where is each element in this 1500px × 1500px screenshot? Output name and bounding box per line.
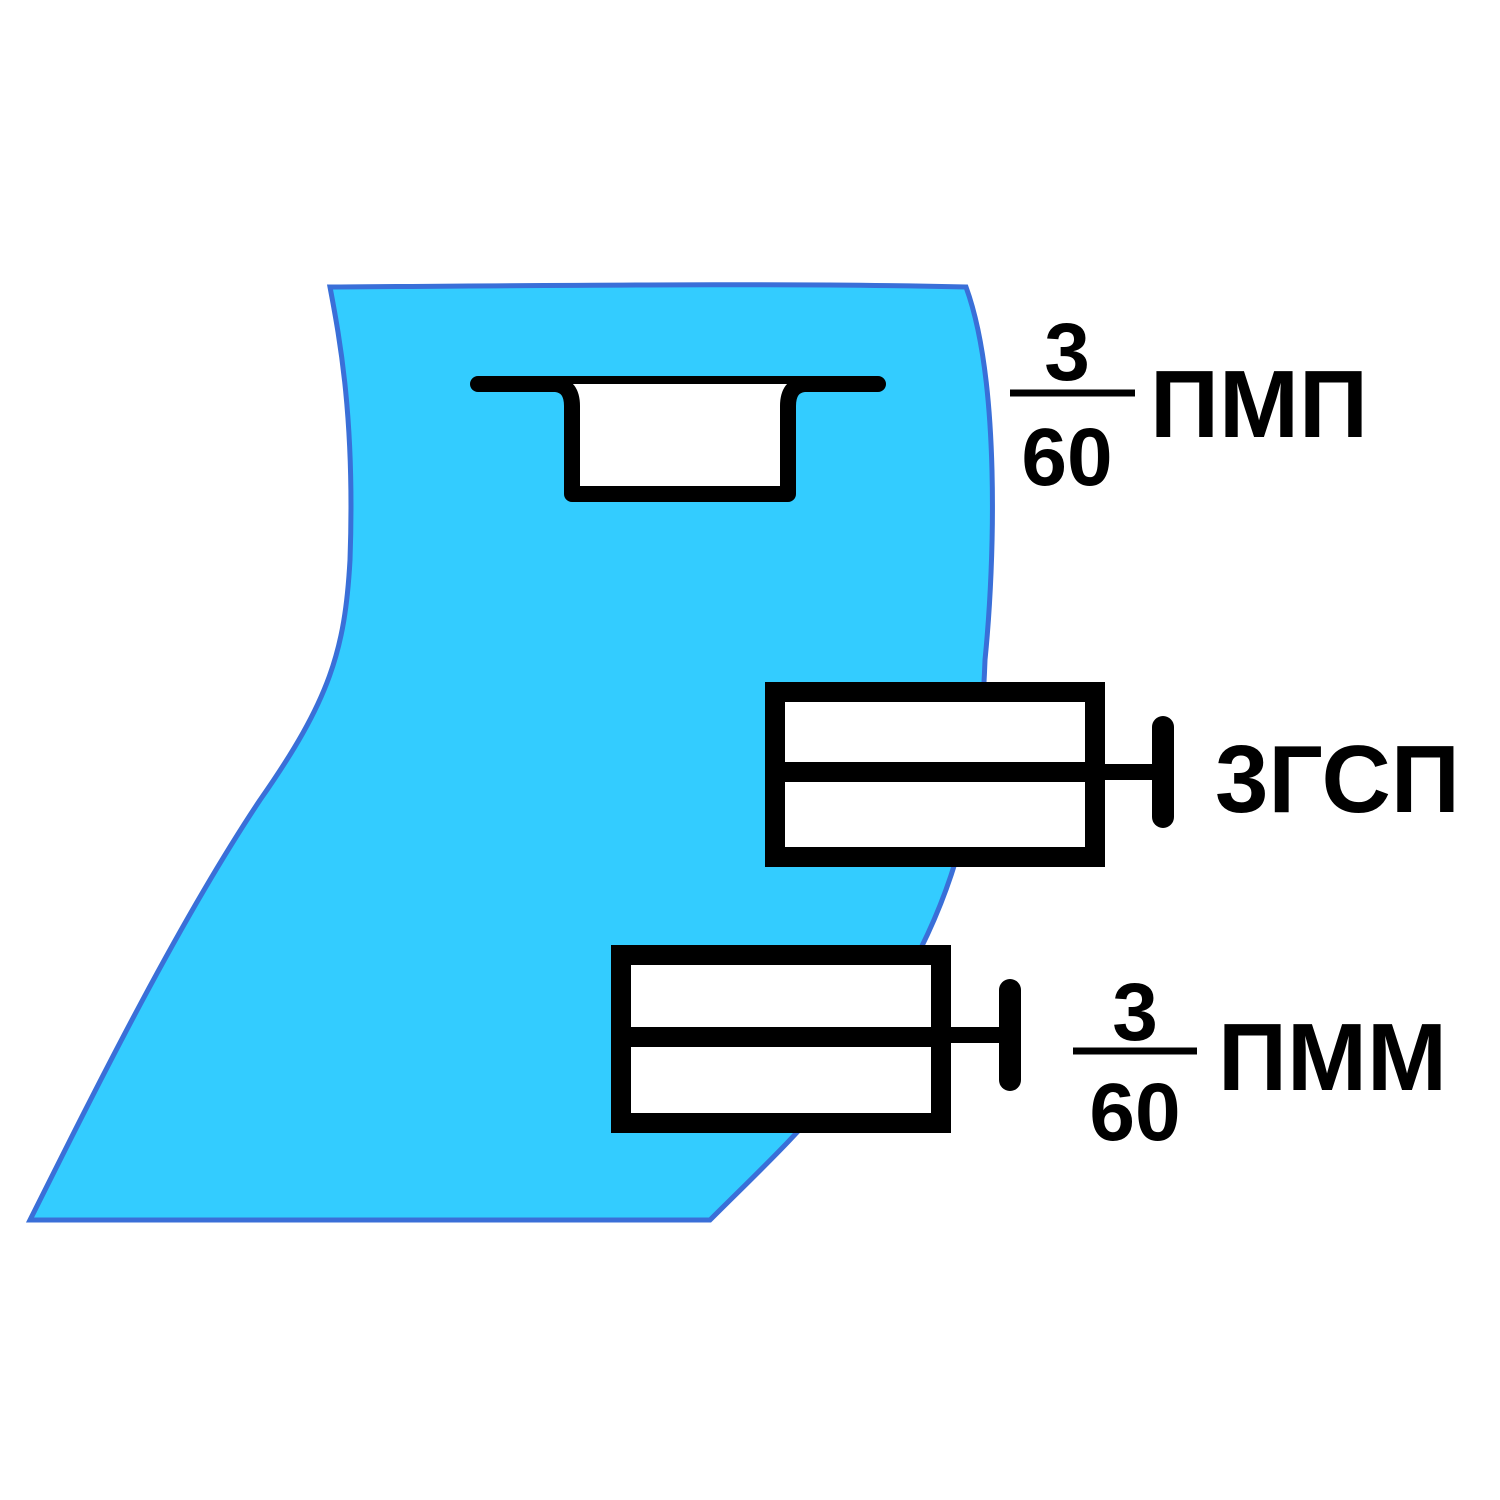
pmm-label: 3 60 ПММ [1073,967,1447,1158]
zgsp-code: 3ГСП [1215,726,1460,833]
pmm-numerator: 3 [1112,967,1158,1058]
pmm-denominator: 60 [1089,1067,1180,1158]
pmm-symbol [611,945,1021,1133]
pmm-code: ПММ [1218,1004,1447,1111]
zgsp-symbol [765,682,1174,867]
zgsp-label: 3ГСП [1215,726,1460,833]
pmp-numerator: 3 [1044,307,1090,398]
pmp-symbol [470,376,886,502]
pmp-denominator: 60 [1021,412,1112,503]
pmp-code: ПМП [1150,351,1368,458]
pmp-body [554,376,806,502]
pmp-label: 3 60 ПМП [1010,307,1368,503]
